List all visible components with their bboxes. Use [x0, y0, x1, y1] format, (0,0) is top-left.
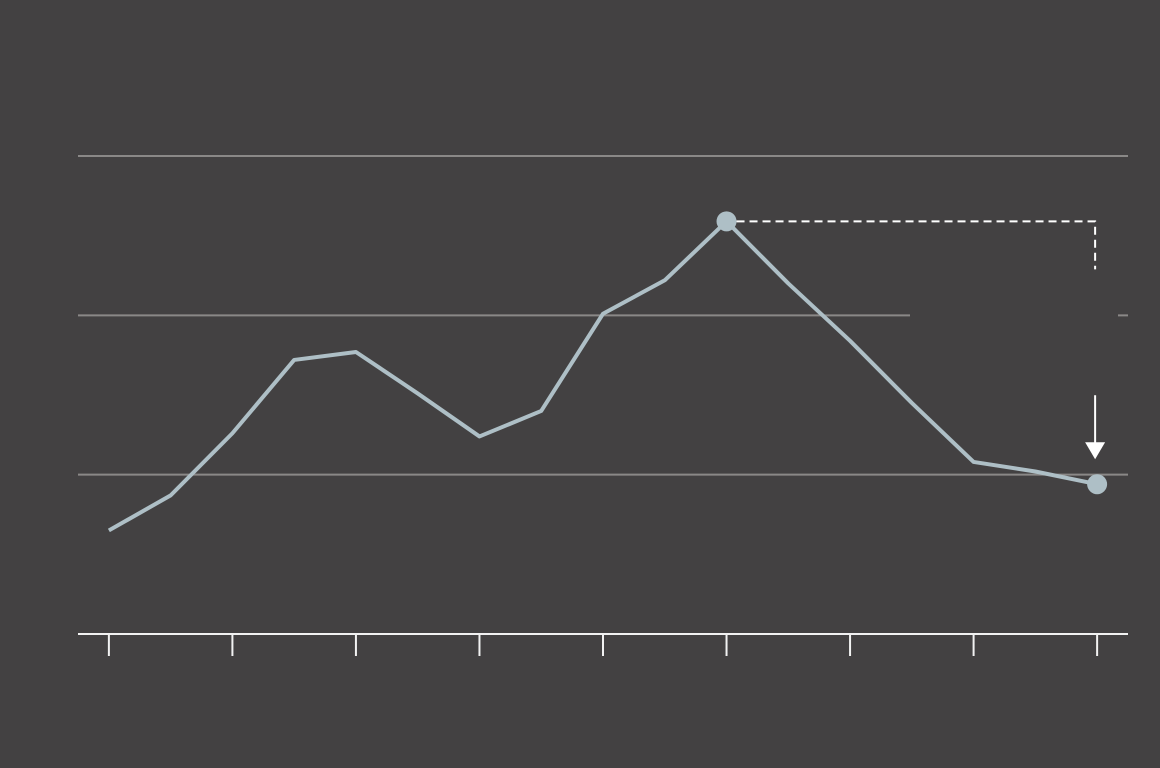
annotation	[736, 220, 1106, 460]
label-gap	[910, 312, 1118, 320]
arrow-head	[1085, 442, 1106, 460]
plot	[107, 211, 1108, 533]
line	[107, 219, 1098, 533]
dashed-connector	[736, 220, 1097, 270]
highlight-point	[716, 211, 737, 232]
x-axis	[78, 633, 1128, 656]
highlight-point	[1087, 474, 1108, 495]
